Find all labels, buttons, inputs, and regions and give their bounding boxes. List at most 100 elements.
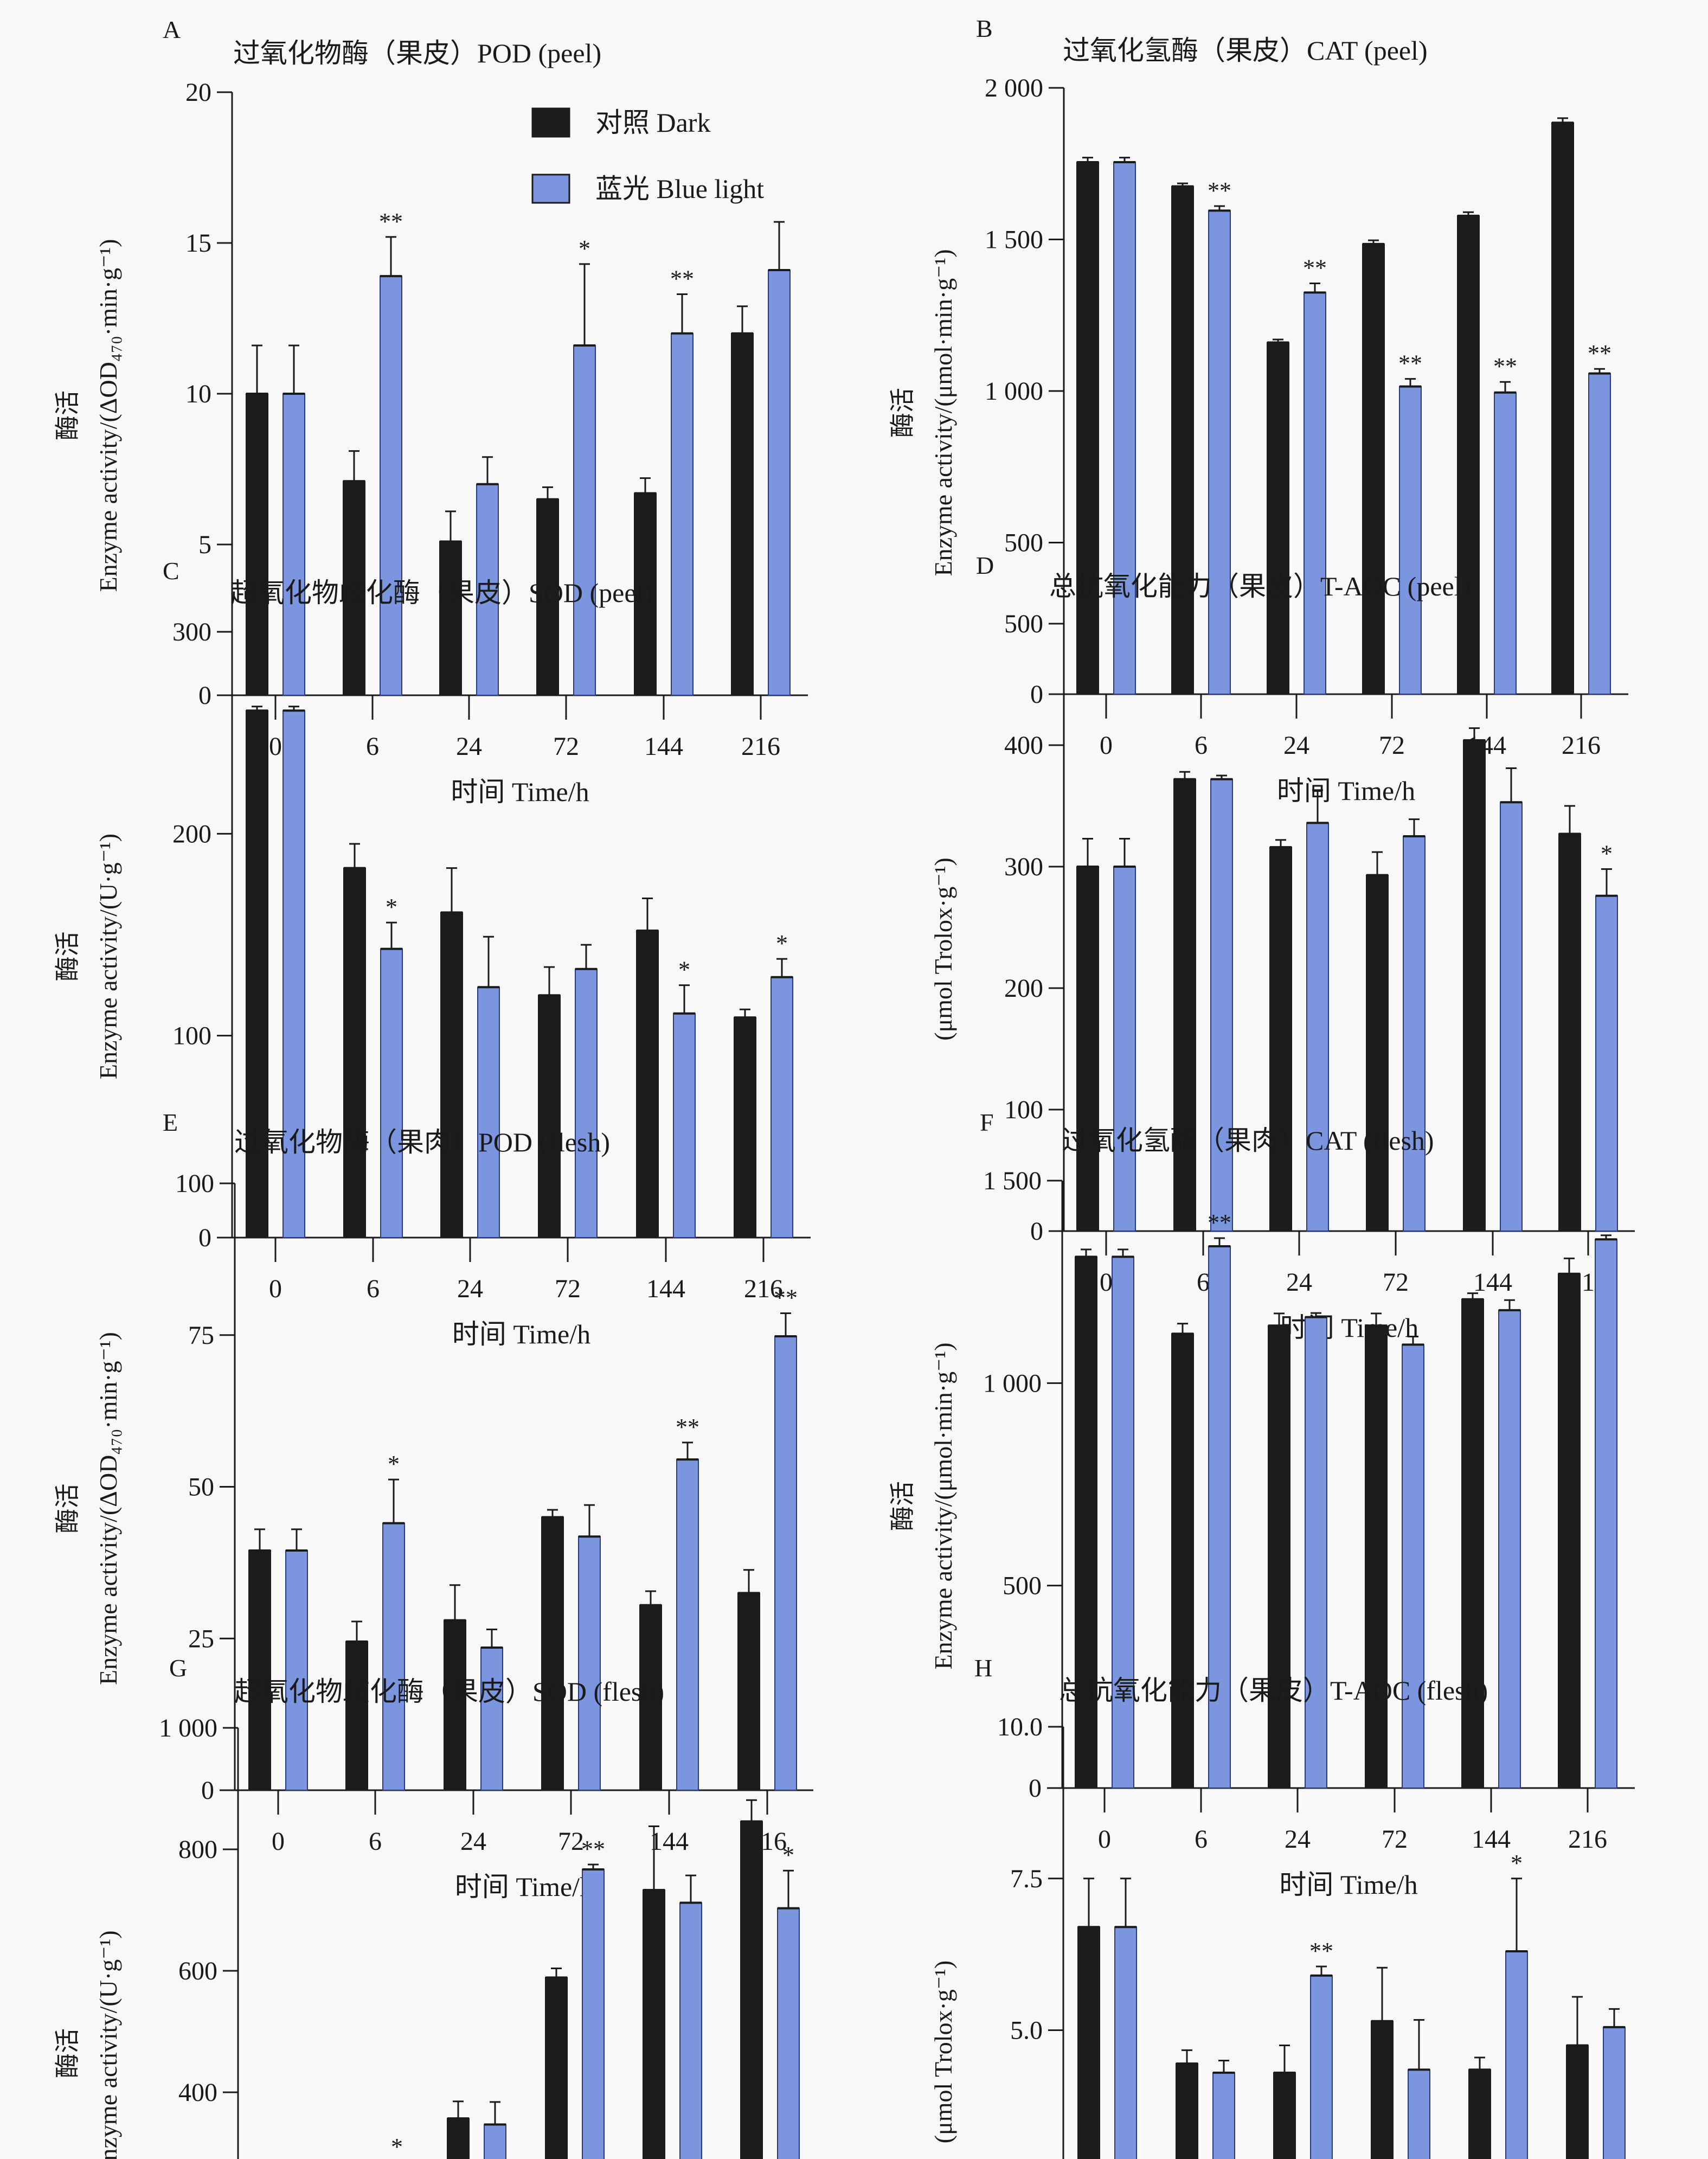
- bar-blue-0: [282, 710, 305, 1238]
- y-tick-label: 200: [1004, 974, 1043, 1003]
- bar-dark-24: [1269, 847, 1292, 1232]
- x-tick-label: 6: [369, 1827, 382, 1856]
- bar-blue-72: [573, 345, 596, 696]
- significance-marker: **: [1309, 1938, 1333, 1964]
- bar-blue-144: [679, 1902, 702, 2159]
- panel-letter: B: [976, 15, 993, 42]
- panel-letter: C: [163, 557, 179, 585]
- y-tick-label: 0: [201, 1776, 214, 1805]
- bar-dark-6: [343, 867, 366, 1238]
- chart-panel-e: E 过氧化物酶（果肉）POD (flesh) 0 25 50 75 100 0 6 24 72 144…: [54, 1109, 813, 1902]
- bar-blue-216: [1588, 373, 1611, 695]
- y-axis-title-cn: 酶活: [54, 932, 81, 982]
- y-axis-title: (μmol Trolox·g⁻¹): [929, 1961, 957, 2144]
- bar-dark-6: [1176, 2063, 1198, 2159]
- significance-marker: **: [676, 1414, 699, 1440]
- panel-title: 过氧化物酶（果皮）POD (peel): [233, 38, 601, 68]
- bar-dark-216: [734, 1017, 756, 1238]
- bar-blue-0: [282, 393, 305, 696]
- x-tick-label: 24: [1283, 731, 1309, 760]
- y-axis-title: Enzyme activity/(U·g⁻¹): [94, 1930, 122, 2159]
- bar-blue-24: [480, 1647, 503, 1791]
- bar-blue-216: [770, 976, 793, 1238]
- y-tick-label: 400: [1004, 731, 1043, 760]
- bar-blue-0: [1114, 1926, 1137, 2159]
- bar-blue-24: [1305, 1316, 1327, 1789]
- bar-dark-0: [1077, 1926, 1100, 2159]
- bar-dark-72: [538, 995, 561, 1238]
- bar-blue-6: [380, 276, 402, 696]
- bar-blue-144: [673, 1013, 696, 1239]
- bar-dark-24: [447, 2118, 470, 2159]
- bar-blue-24: [484, 2124, 506, 2159]
- y-tick-label: 15: [185, 229, 211, 258]
- x-tick-label: 6: [366, 732, 379, 761]
- bar-dark-144: [1463, 740, 1486, 1232]
- y-tick-label: 100: [172, 1022, 211, 1050]
- significance-marker: **: [774, 1284, 798, 1311]
- y-tick-label: 400: [178, 2078, 217, 2107]
- y-tick-label: 5: [198, 530, 211, 559]
- bar-dark-144: [636, 930, 659, 1238]
- y-tick-label: 1 000: [159, 1714, 217, 1742]
- bar-blue-0: [285, 1549, 308, 1791]
- y-axis-title: Enzyme activity/(U·g⁻¹): [94, 834, 122, 1079]
- x-tick-label: 24: [457, 1274, 483, 1303]
- bar-blue-24: [477, 986, 500, 1238]
- y-tick-label: 0: [1029, 1774, 1042, 1803]
- panel-title: 过氧化物酶（果肉）POD (flesh): [234, 1127, 610, 1157]
- panel-letter: F: [980, 1109, 994, 1136]
- bar-blue-216: [774, 1335, 797, 1791]
- y-tick-label: 5.0: [1010, 2016, 1043, 2045]
- x-tick-label: 0: [269, 732, 282, 761]
- x-tick-label: 0: [269, 1274, 282, 1303]
- panel-title: 过氧化氢酶（果肉）CAT (flesh): [1062, 1125, 1434, 1156]
- bar-dark-144: [643, 1889, 665, 2159]
- bar-blue-216: [1595, 895, 1618, 1232]
- y-tick-label: 500: [1004, 610, 1043, 638]
- x-tick-label: 6: [1195, 731, 1208, 760]
- x-axis-title: 时间 Time/h: [452, 1319, 590, 1349]
- bar-blue-72: [1399, 386, 1422, 695]
- bar-dark-6: [345, 1641, 368, 1791]
- bar-blue-6: [1208, 1245, 1231, 1789]
- y-tick-label: 2 000: [985, 74, 1043, 102]
- x-axis-title: 时间 Time/h: [1279, 1869, 1417, 1900]
- x-tick-label: 216: [1568, 1825, 1607, 1854]
- significance-marker: *: [782, 1842, 794, 1868]
- x-axis-title: 时间 Time/h: [455, 1872, 593, 1902]
- bar-blue-216: [1595, 1239, 1617, 1789]
- significance-marker: **: [581, 1836, 605, 1862]
- panel-title: 过氧化氢酶（果皮）CAT (peel): [1063, 35, 1428, 66]
- bar-dark-72: [536, 498, 559, 696]
- x-tick-label: 0: [272, 1827, 285, 1856]
- bar-blue-144: [1494, 392, 1517, 695]
- y-axis-title-cn: 酶活: [54, 1484, 81, 1534]
- x-tick-label: 72: [1382, 1825, 1408, 1854]
- bar-dark-72: [1365, 1325, 1388, 1789]
- chart-panel-a: A 过氧化物酶（果皮）POD (peel) 0 5 10 15 20 0 6 24 72 144 216…: [54, 16, 808, 807]
- significance-marker: **: [379, 208, 403, 235]
- bar-blue-6: [382, 1522, 405, 1791]
- bar-dark-0: [1076, 161, 1099, 695]
- significance-marker: *: [388, 1451, 400, 1477]
- y-axis-title-cn: 酶活: [889, 1481, 916, 1531]
- bar-blue-72: [1408, 2069, 1430, 2159]
- bar-dark-24: [1267, 342, 1289, 695]
- x-tick-label: 144: [644, 732, 683, 761]
- bar-dark-144: [1457, 215, 1480, 695]
- x-axis-title: 时间 Time/h: [451, 777, 589, 807]
- y-axis-title: Enzyme activity/(ΔOD₄₇₀·min·g⁻¹): [94, 239, 122, 592]
- y-tick-label: 25: [188, 1624, 214, 1653]
- bar-dark-216: [1566, 2045, 1589, 2159]
- bar-dark-72: [1371, 2020, 1394, 2159]
- bar-dark-72: [1362, 243, 1385, 695]
- chart-panel-b: B 过氧化氢酶（果皮）CAT (peel) 0 500 1 000 1 500 2 000 0…: [889, 15, 1628, 806]
- significance-marker: **: [1493, 353, 1517, 380]
- x-tick-label: 24: [456, 732, 482, 761]
- y-tick-label: 100: [1004, 1095, 1043, 1124]
- significance-marker: *: [678, 957, 690, 983]
- bar-blue-72: [1402, 1344, 1424, 1789]
- x-tick-label: 0: [1100, 731, 1113, 760]
- y-tick-label: 0: [1030, 680, 1043, 709]
